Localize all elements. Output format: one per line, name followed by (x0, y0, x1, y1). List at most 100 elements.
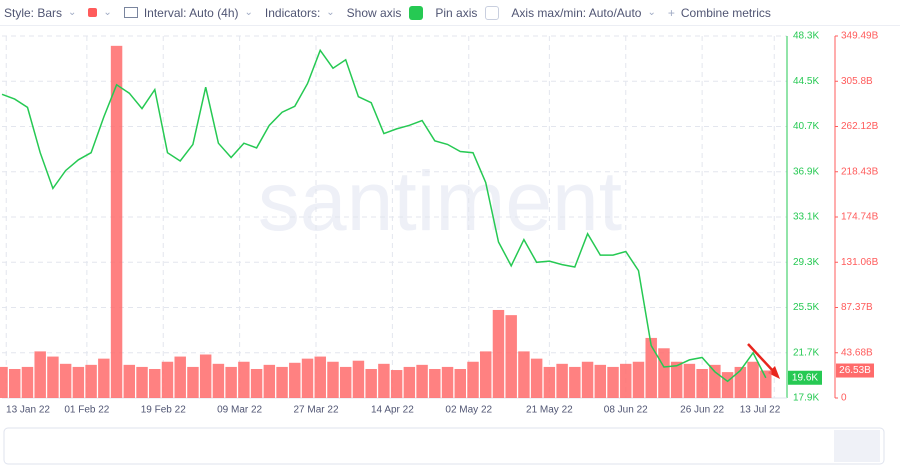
volume-bar (72, 366, 85, 398)
volume-bar (276, 366, 288, 398)
volume-bar (136, 366, 148, 398)
volume-bar (709, 364, 721, 398)
y-tick-label: 44.5K (793, 76, 819, 87)
volume-bar (47, 356, 59, 398)
style-select[interactable]: Style: Bars ⌄ (4, 5, 77, 20)
y-tick-label: 29.3K (793, 257, 819, 268)
volume-bar (429, 368, 441, 398)
volume-bar (225, 366, 237, 398)
volume-bar (238, 361, 250, 398)
volume-bar (607, 366, 619, 398)
volume-bar (441, 366, 454, 398)
indicators-select[interactable]: Indicators: ⌄ (264, 5, 335, 20)
volume-bar (721, 372, 734, 398)
volume-bar (454, 368, 466, 398)
volume-bar (696, 368, 708, 398)
x-tick-label: 27 Mar 22 (293, 405, 338, 416)
volume-bar (314, 356, 326, 398)
show-axis-toggle[interactable]: Show axis (346, 5, 424, 20)
volume-bar (760, 370, 772, 398)
volume-bar (174, 356, 186, 398)
y-tick-label: 48.3K (793, 31, 819, 42)
color-select[interactable]: ⌄ (88, 7, 112, 18)
volume-bar (301, 358, 314, 398)
axis-minmax-label: Axis max/min: Auto/Auto (511, 5, 642, 20)
volume-bar (327, 361, 339, 398)
watermark: santiment (258, 154, 622, 248)
volume-bar (289, 362, 301, 398)
annotation-arrow-head (768, 366, 780, 379)
volume-bar (149, 368, 161, 398)
volume-bar (212, 363, 225, 398)
volume-bar (0, 366, 8, 398)
y2-tick-label: 349.49B (841, 31, 879, 42)
volume-bar (467, 361, 479, 398)
volume-bar (683, 363, 696, 398)
volume-bar (492, 309, 505, 398)
x-tick-label: 14 Apr 22 (371, 405, 414, 416)
volume-bar (123, 364, 136, 398)
pin-axis-checkbox[interactable] (485, 5, 500, 20)
y2-tick-label: 131.06B (841, 257, 879, 268)
price-line (1, 48, 767, 383)
pin-axis-toggle[interactable]: Pin axis (435, 5, 500, 20)
volume-bar (365, 368, 377, 398)
show-axis-checkbox[interactable] (409, 5, 424, 20)
volume-bar (645, 337, 657, 398)
interval-label: Interval: Auto (4h) (143, 5, 239, 20)
volume-bar (390, 370, 403, 398)
volume-bar (98, 358, 110, 398)
y2-tick-label: 262.12B (841, 121, 879, 132)
show-axis-label: Show axis (346, 5, 402, 20)
volume-bar (747, 361, 759, 398)
volume-bar (581, 361, 594, 398)
last-value-badge (836, 363, 874, 378)
volume-bar (530, 358, 543, 398)
calendar-icon (123, 7, 138, 18)
combine-label: Combine metrics (680, 5, 771, 20)
volume-bar (187, 366, 199, 398)
volume-bar (518, 351, 530, 398)
y-tick-label: 33.1K (793, 212, 819, 223)
volume-bar (21, 366, 34, 398)
x-tick-label: 09 Mar 22 (217, 405, 262, 416)
interval-select[interactable]: Interval: Auto (4h) ⌄ (123, 5, 253, 20)
color-swatch (88, 8, 98, 17)
volume-bar (161, 361, 174, 398)
volume-bar (569, 366, 581, 398)
volume-bar (670, 361, 683, 398)
volume-bar (352, 360, 365, 398)
y-tick-label: 25.5K (793, 302, 819, 313)
y-tick-label: 36.9K (793, 166, 819, 177)
axis-minmax-select[interactable]: Axis max/min: Auto/Auto ⌄ (511, 5, 656, 20)
y2-tick-label: 305.8B (841, 76, 873, 87)
indicators-label: Indicators: (264, 5, 321, 20)
y-tick-label: 17.9K (793, 393, 819, 404)
style-label: Style: Bars (4, 5, 63, 20)
last-value-badge (788, 370, 822, 385)
chart: santiment 17.9K 21.7K 25.5K 29.3K 33.1K 36.9K… (0, 31, 885, 465)
y2-tick-label: 218.43B (841, 166, 879, 177)
volume-bar (9, 368, 21, 398)
y-tick-label: 21.7K (793, 347, 819, 358)
x-tick-label: 13 Jul 22 (740, 405, 781, 416)
last-value-label: 26.53B (839, 365, 871, 376)
navigator[interactable] (3, 427, 885, 465)
annotation-arrow (747, 343, 775, 373)
volume-bar (505, 315, 517, 398)
volume-bar (110, 45, 123, 398)
volume-bar (620, 363, 632, 398)
volume-bar (632, 361, 645, 398)
volume-bar (85, 364, 97, 398)
combine-metrics[interactable]: + Combine metrics (667, 5, 771, 20)
x-tick-label: 02 May 22 (445, 405, 492, 416)
x-tick-label: 13 Jan 22 (6, 405, 50, 416)
volume-bar (594, 364, 607, 398)
volume-bar (734, 366, 747, 398)
volume-bar (403, 366, 416, 398)
pin-axis-label: Pin axis (435, 5, 478, 20)
volume-bar (556, 363, 568, 398)
volume-bar (263, 364, 276, 398)
navigator-window[interactable] (834, 430, 880, 462)
volume-bar (250, 368, 263, 398)
